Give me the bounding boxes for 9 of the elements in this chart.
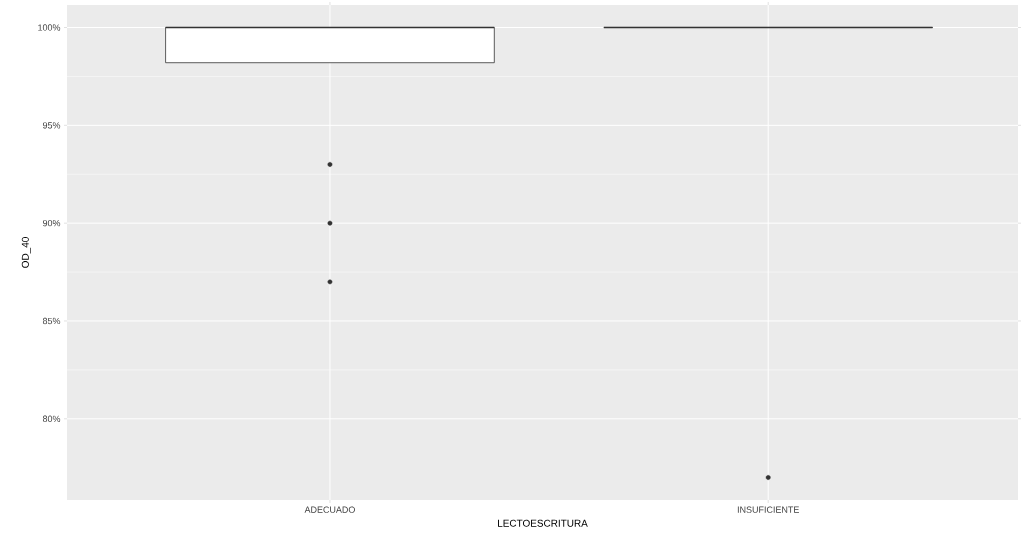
y-tick-label: 90% [42,219,61,227]
y-tick-label: 100% [38,24,61,31]
y-axis-title: OD_40 [21,237,31,268]
x-tick-label: ADECUADO [304,506,355,513]
y-tick-label: 80% [42,415,61,422]
x-tick-label: INSUFICIENTE [737,506,799,513]
y-tick-label: 85% [42,317,61,325]
y-tick-label: 95% [42,122,61,129]
x-axis-title: LECTOESCRITURA [498,519,588,527]
